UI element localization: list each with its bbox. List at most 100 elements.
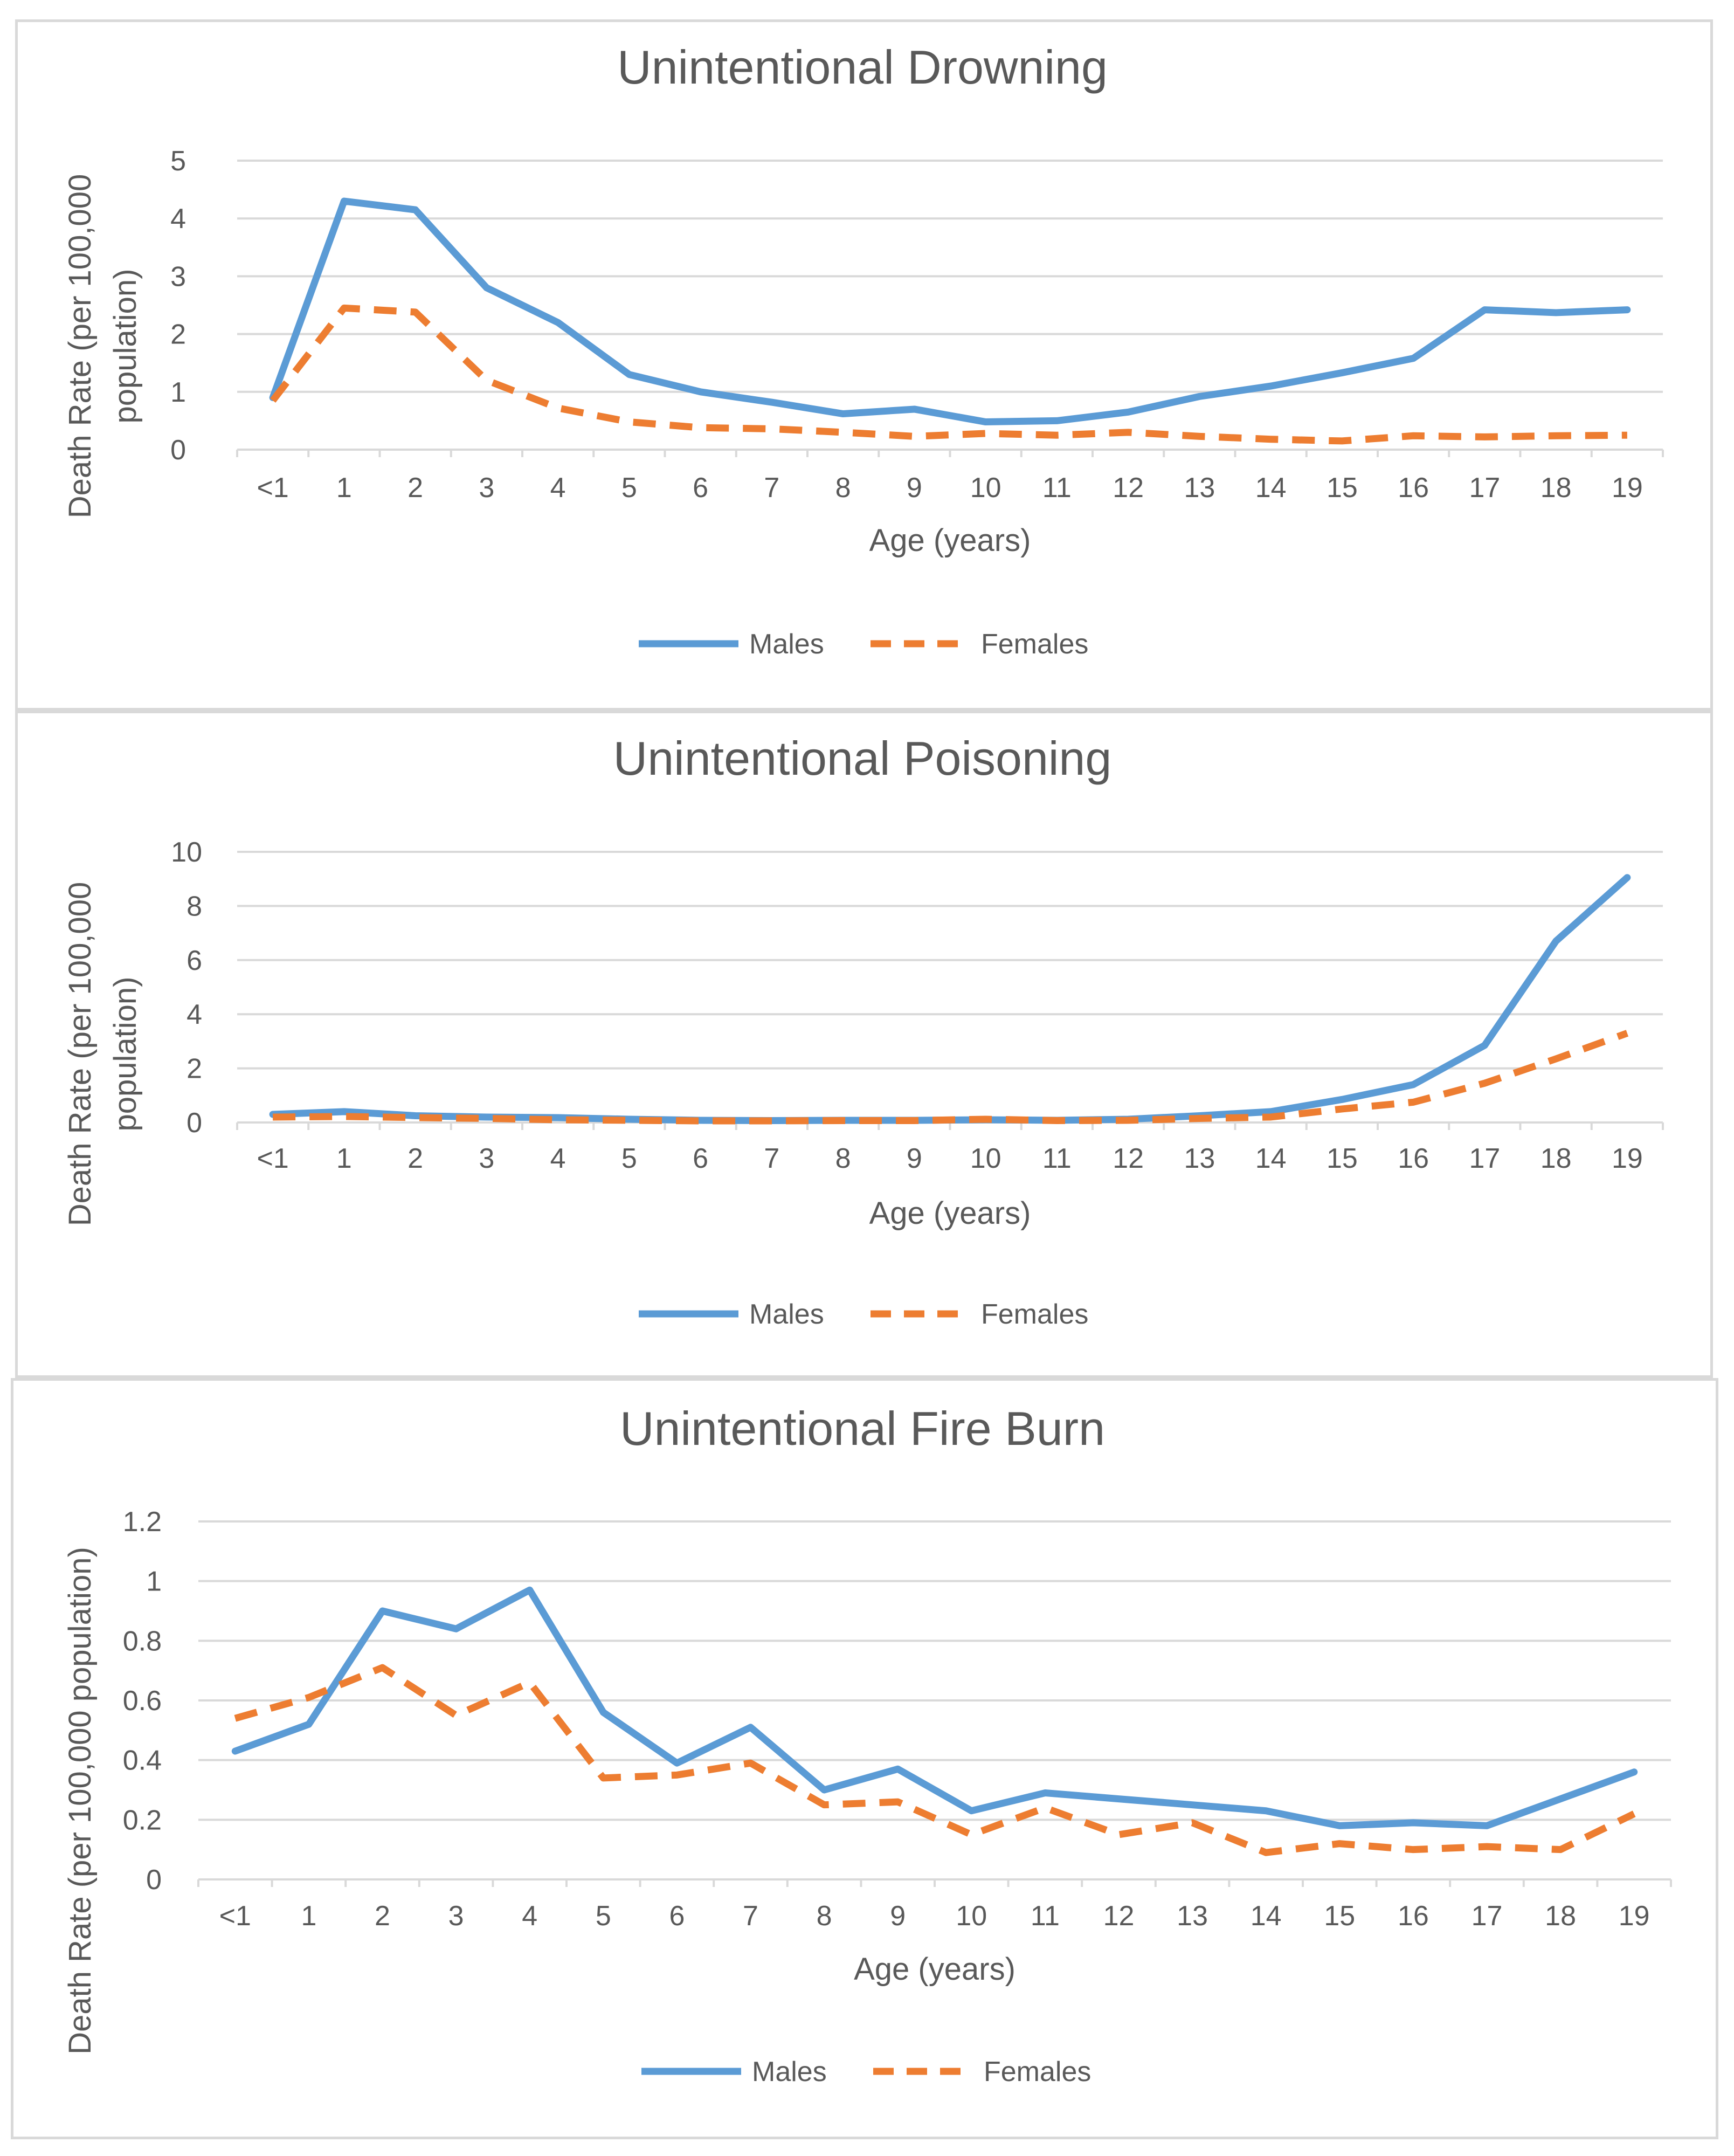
series-line-males xyxy=(231,1586,1638,1829)
x-tick-label: 12 xyxy=(1103,1900,1135,1932)
y-tick-label: 0 xyxy=(146,1864,162,1896)
x-tick-label: 11 xyxy=(1042,472,1072,504)
y-tick-label: 5 xyxy=(170,146,186,177)
y-axis-label: population) xyxy=(108,977,143,1132)
x-tick-label: 3 xyxy=(479,472,494,504)
x-axis-label: Age (years) xyxy=(854,1952,1015,1987)
series-line-females xyxy=(234,1664,1636,1856)
x-tick-label: 1 xyxy=(336,472,352,504)
y-axis-label: Death Rate (per 100,000 xyxy=(63,882,98,1226)
x-tick-label: 3 xyxy=(448,1900,464,1932)
x-tick-label: 17 xyxy=(1469,1143,1500,1174)
x-tick-label: 9 xyxy=(907,1143,922,1174)
y-axis-label: population) xyxy=(108,269,143,424)
x-tick-label: 15 xyxy=(1324,1900,1355,1932)
x-tick-label: 12 xyxy=(1113,1143,1144,1174)
x-tick-label: 5 xyxy=(621,472,637,504)
x-tick-label: 7 xyxy=(764,472,779,504)
x-tick-label: 18 xyxy=(1545,1900,1576,1932)
x-tick-label: 2 xyxy=(407,472,423,504)
x-tick-label: 4 xyxy=(522,1900,537,1932)
y-tick-label: 0.6 xyxy=(123,1685,162,1717)
chart-fire-burn: Unintentional Fire Burn 0 0.2 0.4 0.6 0.8 1 1.2… xyxy=(63,1402,1672,2088)
x-tick-label: 1 xyxy=(301,1900,316,1932)
x-tick-label: 16 xyxy=(1398,1900,1429,1932)
x-tick-label: 3 xyxy=(479,1143,494,1174)
x-tick-label: 10 xyxy=(956,1900,987,1932)
x-tick-label: 8 xyxy=(835,472,851,504)
x-tick-label: 18 xyxy=(1540,1143,1572,1174)
y-tick-label: 3 xyxy=(170,261,186,292)
x-tick-label: 10 xyxy=(970,1143,1001,1174)
x-tick-label: 16 xyxy=(1398,472,1429,504)
chart-title: Unintentional Drowning xyxy=(617,40,1108,94)
x-tick-label: 14 xyxy=(1255,472,1287,504)
y-tick-label: 4 xyxy=(170,203,186,235)
x-tick-label: 2 xyxy=(407,1143,423,1174)
y-tick-label: 1 xyxy=(170,377,186,408)
x-tick-label: 12 xyxy=(1113,472,1144,504)
x-tick-label: 19 xyxy=(1612,472,1643,504)
series-line-males xyxy=(269,197,1631,426)
y-tick-label: 4 xyxy=(186,999,202,1030)
x-tick-label: 8 xyxy=(817,1900,832,1932)
x-tick-label: 6 xyxy=(693,1143,708,1174)
x-tick-label: 5 xyxy=(596,1900,611,1932)
x-tick-label: 13 xyxy=(1184,472,1215,504)
x-tick-label: 7 xyxy=(743,1900,758,1932)
x-tick-label: 19 xyxy=(1619,1900,1650,1932)
x-tick-label: 10 xyxy=(970,472,1001,504)
y-tick-label: 0.8 xyxy=(123,1625,162,1657)
x-tick-label: 4 xyxy=(550,1143,566,1174)
x-tick-label: 5 xyxy=(621,1143,637,1174)
x-tick-label: 19 xyxy=(1612,1143,1643,1174)
x-tick-label: 13 xyxy=(1184,1143,1215,1174)
x-tick-label: 4 xyxy=(550,472,566,504)
legend-label-males: Males xyxy=(752,2056,827,2088)
x-tick-label: 17 xyxy=(1469,472,1500,504)
x-tick-label: 14 xyxy=(1251,1900,1282,1932)
chart-title: Unintentional Poisoning xyxy=(613,732,1112,785)
x-tick-label: <1 xyxy=(257,472,288,504)
legend-label-males: Males xyxy=(749,1299,824,1330)
y-tick-label: 10 xyxy=(171,837,202,868)
x-tick-label: 6 xyxy=(669,1900,685,1932)
y-tick-label: 0 xyxy=(186,1107,202,1139)
x-tick-label: <1 xyxy=(257,1143,288,1174)
x-tick-label: 11 xyxy=(1031,1900,1060,1932)
y-tick-label: 2 xyxy=(170,319,186,350)
x-tick-label: 9 xyxy=(890,1900,906,1932)
x-tick-label: 1 xyxy=(336,1143,352,1174)
y-tick-label: 2 xyxy=(186,1053,202,1085)
x-tick-label: 2 xyxy=(375,1900,390,1932)
x-tick-label: 6 xyxy=(693,472,708,504)
x-tick-label: 13 xyxy=(1177,1900,1208,1932)
series-line-females xyxy=(273,1030,1629,1125)
x-tick-label: 11 xyxy=(1042,1143,1072,1174)
y-tick-label: 0.4 xyxy=(123,1745,162,1776)
x-tick-label: 18 xyxy=(1540,472,1572,504)
y-axis-label: Death Rate (per 100,000 population) xyxy=(63,1547,98,2055)
chart-panel-poisoning xyxy=(15,711,1713,1378)
y-tick-label: 6 xyxy=(186,945,202,976)
y-tick-label: 1.2 xyxy=(123,1506,162,1538)
y-tick-label: 8 xyxy=(186,891,202,922)
series-line-males xyxy=(269,874,1631,1124)
chart-title: Unintentional Fire Burn xyxy=(620,1402,1105,1455)
y-axis-label: Death Rate (per 100,000 xyxy=(63,174,98,518)
x-tick-label: <1 xyxy=(219,1900,251,1932)
legend-label-females: Females xyxy=(981,1299,1088,1330)
legend-label-males: Males xyxy=(749,629,824,660)
x-tick-label: 15 xyxy=(1327,1143,1358,1174)
y-tick-label: 1 xyxy=(146,1566,162,1597)
series-line-females xyxy=(270,304,1627,445)
x-tick-label: 16 xyxy=(1398,1143,1429,1174)
x-tick-label: 9 xyxy=(907,472,922,504)
x-axis-label: Age (years) xyxy=(869,1196,1031,1231)
chart-panel-fire-burn xyxy=(11,1378,1718,2139)
x-tick-label: 17 xyxy=(1472,1900,1503,1932)
x-axis-label: Age (years) xyxy=(869,523,1031,558)
